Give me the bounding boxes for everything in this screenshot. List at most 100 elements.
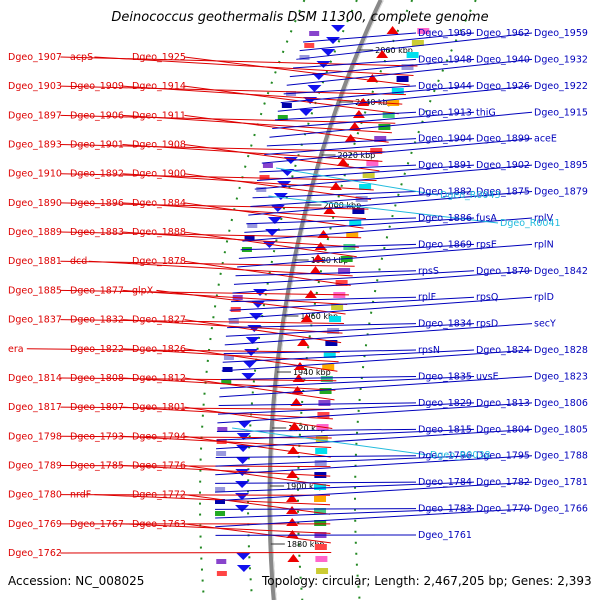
cog-category-block	[216, 451, 226, 456]
reverse-gene-arrow	[291, 386, 303, 394]
gene-label: Dgeo_1896	[70, 198, 124, 209]
gene-label: Dgeo_1808	[70, 373, 124, 384]
reverse-gene-arrow	[387, 26, 399, 34]
forward-gene-arrow	[307, 85, 321, 92]
forward-gene-arrow	[237, 421, 251, 428]
rna-leader-line	[276, 168, 438, 195]
leader-line	[60, 552, 331, 553]
gene-label: Dgeo_1893	[8, 140, 62, 151]
cog-category-block	[315, 448, 327, 454]
gene-label: Dgeo_1906	[70, 110, 124, 121]
gene-label: Dgeo_1769	[8, 519, 62, 530]
gene-label: Dgeo_1789	[8, 460, 62, 471]
gene-label: rpsQ	[476, 292, 498, 303]
cog-category-block	[216, 559, 226, 564]
cog-category-block	[282, 103, 292, 108]
gene-label: Dgeo_1823	[534, 371, 588, 382]
gene-label: Dgeo_1822	[70, 344, 124, 355]
gene-label: Dgeo_1814	[8, 373, 62, 384]
gene-label: Dgeo_1914	[132, 81, 186, 92]
gene-label: Dgeo_1940	[476, 54, 530, 65]
cog-category-block	[315, 556, 327, 562]
cog-category-block	[315, 460, 327, 466]
gene-label: Dgeo_1824	[476, 345, 530, 356]
gene-label: Dgeo_1837	[8, 315, 62, 326]
gene-label: Dgeo_1915	[534, 107, 588, 118]
cog-category-block	[217, 571, 227, 576]
forward-gene-arrow	[237, 565, 251, 572]
cog-category-block	[317, 412, 329, 418]
gene-label: Dgeo_1770	[476, 504, 530, 515]
gene-label: Dgeo_1962	[476, 28, 530, 39]
gene-label: Dgeo_1897	[8, 110, 62, 121]
gene-label: thiG	[476, 107, 496, 118]
gene-label: uvsE	[476, 371, 499, 382]
accession-text: Accession: NC_008025	[8, 574, 144, 588]
reverse-gene-arrow	[315, 242, 327, 250]
forward-gene-arrow	[235, 481, 249, 488]
gene-label: Dgeo_1948	[418, 54, 472, 65]
gene-label: Dgeo_1801	[132, 402, 186, 413]
leader-line	[219, 403, 416, 406]
cog-category-block	[223, 367, 233, 372]
leader-line	[236, 271, 416, 276]
gene-label: Dgeo_1829	[418, 398, 472, 409]
gene-label: rplD	[534, 292, 554, 303]
cog-category-block	[329, 316, 341, 322]
gene-label: Dgeo_1870	[476, 266, 530, 277]
gene-label: Dgeo_1780	[8, 490, 62, 501]
gene-label: Dgeo_1763	[132, 519, 186, 530]
gene-label: Dgeo_1828	[534, 345, 588, 356]
gene-label: Dgeo_1884	[132, 198, 186, 209]
forward-gene-arrow	[236, 553, 250, 560]
cog-category-block	[318, 400, 330, 406]
cog-category-block	[263, 163, 273, 168]
gene-label: Dgeo_1944	[418, 81, 472, 92]
cog-category-block	[314, 496, 326, 502]
gene-label: Dgeo_1869	[418, 239, 472, 250]
cog-category-block	[309, 31, 319, 36]
gene-label: Dgeo_1932	[534, 54, 588, 65]
gene-label: Dgeo_1899	[476, 134, 530, 145]
rna-label: Dgeo_R0043	[440, 190, 501, 201]
gene-label: Dgeo_1788	[534, 451, 588, 462]
gene-label: Dgeo_1926	[476, 81, 530, 92]
reverse-gene-arrow	[309, 266, 321, 274]
gene-label: Dgeo_1793	[70, 431, 124, 442]
forward-gene-arrow	[235, 505, 249, 512]
gene-label: Dgeo_1881	[8, 256, 62, 267]
gene-label: era	[8, 344, 24, 355]
gene-label: Dgeo_1815	[418, 424, 472, 435]
gene-label: Dgeo_1767	[70, 519, 124, 530]
gene-label: aceE	[534, 134, 557, 145]
gene-label: Dgeo_1913	[418, 107, 472, 118]
forward-gene-arrow	[271, 205, 285, 212]
gene-label: Dgeo_1785	[70, 460, 124, 471]
gene-label: Dgeo_1888	[132, 227, 186, 238]
gene-label: Dgeo_1902	[476, 160, 530, 171]
gene-label: Dgeo_1804	[476, 424, 530, 435]
reverse-gene-arrow	[287, 554, 299, 562]
rna-label: Dgeo_R0038	[430, 450, 491, 461]
gene-label: Dgeo_1761	[418, 530, 472, 541]
gene-label: Dgeo_1878	[132, 256, 186, 267]
gene-label: rplN	[534, 239, 554, 250]
gene-label: Dgeo_1772	[132, 490, 186, 501]
leader-line	[184, 495, 330, 515]
gene-label: Dgeo_1817	[8, 402, 62, 413]
genome-title: Deinococcus geothermalis DSM 11300, comp…	[0, 10, 600, 25]
gene-features	[215, 25, 429, 576]
gene-label: Dgeo_1776	[132, 460, 186, 471]
rna-label: Dgeo_R0041	[500, 218, 561, 229]
gene-label: Dgeo_1813	[476, 398, 530, 409]
gene-label: Dgeo_1826	[132, 344, 186, 355]
gene-label: Dgeo_1781	[534, 477, 588, 488]
leader-line	[216, 456, 416, 458]
gene-label: Dgeo_1766	[534, 504, 588, 515]
reverse-gene-arrow	[330, 182, 342, 190]
forward-gene-arrow	[299, 109, 313, 116]
gene-label: Dgeo_1812	[132, 373, 186, 384]
gene-label: Dgeo_1911	[132, 110, 186, 121]
